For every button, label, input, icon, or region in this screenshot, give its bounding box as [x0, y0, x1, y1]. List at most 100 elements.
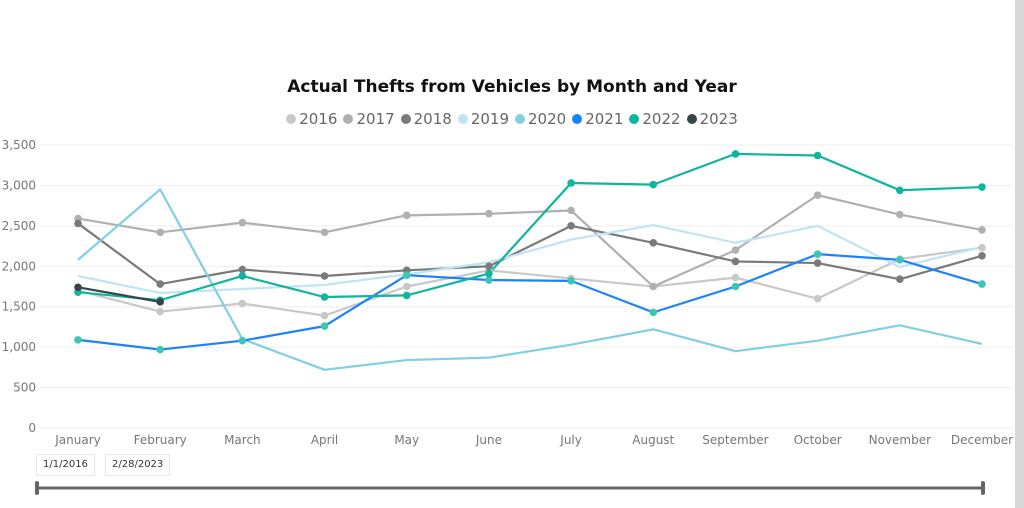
- data-point-2017-february[interactable]: [156, 228, 164, 237]
- data-point-2022-july[interactable]: [567, 179, 575, 187]
- x-tick-label: December: [951, 433, 1013, 447]
- data-point-2021-april[interactable]: [320, 322, 329, 330]
- data-point-2016-march[interactable]: [238, 299, 247, 308]
- legend-item-2018[interactable]: 2018: [400, 110, 452, 128]
- x-tick-label: March: [224, 433, 261, 447]
- data-point-2016-december[interactable]: [978, 243, 986, 252]
- data-point-2023-january[interactable]: [74, 283, 82, 292]
- data-point-2017-december[interactable]: [978, 226, 986, 234]
- data-point-2018-july[interactable]: [567, 222, 575, 230]
- data-point-2021-february[interactable]: [156, 345, 164, 354]
- data-point-2021-may[interactable]: [402, 271, 411, 279]
- data-point-2018-january[interactable]: [74, 219, 82, 228]
- slider-start-handle[interactable]: [35, 481, 39, 495]
- data-point-2018-february[interactable]: [156, 280, 164, 288]
- data-point-2016-september[interactable]: [731, 273, 740, 282]
- data-point-2016-april[interactable]: [320, 311, 329, 320]
- data-point-2021-october[interactable]: [813, 250, 822, 258]
- y-tick-label: 3,500: [2, 138, 36, 152]
- legend-dot-icon: [572, 114, 583, 124]
- x-tick-label: August: [632, 433, 674, 447]
- data-point-2022-may[interactable]: [402, 291, 411, 300]
- legend-label: 2020: [528, 110, 567, 128]
- data-point-2022-june[interactable]: [485, 269, 493, 278]
- data-point-2018-june[interactable]: [485, 262, 493, 271]
- data-point-2022-november[interactable]: [896, 186, 904, 195]
- legend-dot-icon: [457, 114, 468, 124]
- legend-dot-icon: [686, 114, 697, 124]
- data-point-2017-september[interactable]: [731, 246, 740, 254]
- legend-label: 2016: [299, 110, 338, 128]
- data-point-2016-october[interactable]: [813, 294, 822, 303]
- data-point-2018-november[interactable]: [896, 275, 904, 284]
- data-point-2017-march[interactable]: [238, 218, 247, 227]
- legend-item-2021[interactable]: 2021: [572, 110, 623, 128]
- legend-dot-icon: [515, 114, 525, 124]
- data-point-2021-march[interactable]: [238, 336, 247, 345]
- y-tick-label: 1,500: [2, 300, 36, 314]
- data-point-2021-november[interactable]: [896, 256, 904, 264]
- end-date-input[interactable]: 2/28/2023: [105, 454, 171, 476]
- data-point-2021-july[interactable]: [567, 277, 575, 285]
- data-point-2018-september[interactable]: [731, 257, 740, 266]
- data-point-2017-april[interactable]: [320, 228, 329, 237]
- legend-label: 2018: [413, 110, 452, 128]
- series-line-2018: [77, 222, 983, 286]
- data-point-2016-may[interactable]: [402, 282, 411, 291]
- data-point-2022-march[interactable]: [238, 272, 247, 280]
- series-line-2023: [77, 286, 161, 303]
- data-point-2021-december[interactable]: [978, 280, 986, 288]
- data-point-2022-december[interactable]: [978, 183, 986, 191]
- data-point-2022-september[interactable]: [731, 150, 740, 158]
- series-line-2016: [77, 246, 983, 317]
- data-point-2018-april[interactable]: [320, 272, 329, 280]
- data-point-2021-august[interactable]: [649, 308, 658, 317]
- data-point-2018-october[interactable]: [813, 259, 822, 267]
- x-tick-label: November: [869, 433, 931, 447]
- data-point-2023-february[interactable]: [156, 298, 164, 306]
- chart-title: Actual Thefts from Vehicles by Month and…: [287, 77, 737, 97]
- data-point-2021-january[interactable]: [74, 336, 82, 344]
- legend-item-2017[interactable]: 2017: [343, 110, 395, 128]
- slider-end-handle[interactable]: [981, 481, 985, 495]
- y-tick-label: 0: [28, 421, 36, 435]
- x-tick-label: February: [134, 433, 187, 447]
- x-tick-label: May: [394, 433, 419, 447]
- x-tick-label: June: [475, 433, 502, 447]
- data-point-2018-march[interactable]: [238, 265, 247, 274]
- legend-dot-icon: [343, 114, 354, 124]
- legend-dot-icon: [286, 114, 297, 124]
- data-point-2022-august[interactable]: [649, 180, 658, 189]
- start-date-input[interactable]: 1/1/2016: [36, 454, 95, 476]
- legend-item-2022[interactable]: 2022: [629, 110, 681, 128]
- legend-item-2020[interactable]: 2020: [515, 110, 566, 128]
- legend-item-2023[interactable]: 2023: [686, 110, 738, 128]
- data-point-2017-august[interactable]: [649, 282, 658, 291]
- data-point-2017-november[interactable]: [896, 210, 904, 219]
- data-point-2017-october[interactable]: [813, 191, 822, 199]
- series-line-2021: [77, 253, 983, 351]
- legend-item-2019[interactable]: 2019: [457, 110, 509, 128]
- data-point-2021-september[interactable]: [731, 282, 740, 291]
- legend-item-2016[interactable]: 2016: [286, 110, 337, 128]
- data-point-2017-june[interactable]: [485, 209, 493, 218]
- data-point-2017-may[interactable]: [402, 211, 411, 220]
- x-tick-label: April: [311, 433, 338, 447]
- data-point-2022-april[interactable]: [320, 293, 329, 301]
- legend-label: 2017: [356, 110, 395, 128]
- data-point-2017-july[interactable]: [567, 206, 575, 215]
- data-point-2021-june[interactable]: [485, 276, 493, 284]
- data-point-2018-august[interactable]: [649, 239, 658, 247]
- y-tick-label: 2,000: [2, 259, 36, 273]
- series-line-2017: [77, 194, 983, 288]
- legend-label: 2023: [699, 110, 738, 128]
- data-point-2018-december[interactable]: [978, 251, 986, 260]
- scrollbar[interactable]: [1015, 0, 1024, 508]
- data-point-2022-october[interactable]: [813, 151, 822, 160]
- series-line-2022: [77, 152, 983, 302]
- x-tick-label: October: [794, 433, 842, 447]
- legend: 2016 2017 2018 2019 2020 2021 2022 2023: [0, 110, 1024, 128]
- data-point-2016-february[interactable]: [156, 307, 164, 316]
- y-tick-label: 2,500: [2, 219, 36, 233]
